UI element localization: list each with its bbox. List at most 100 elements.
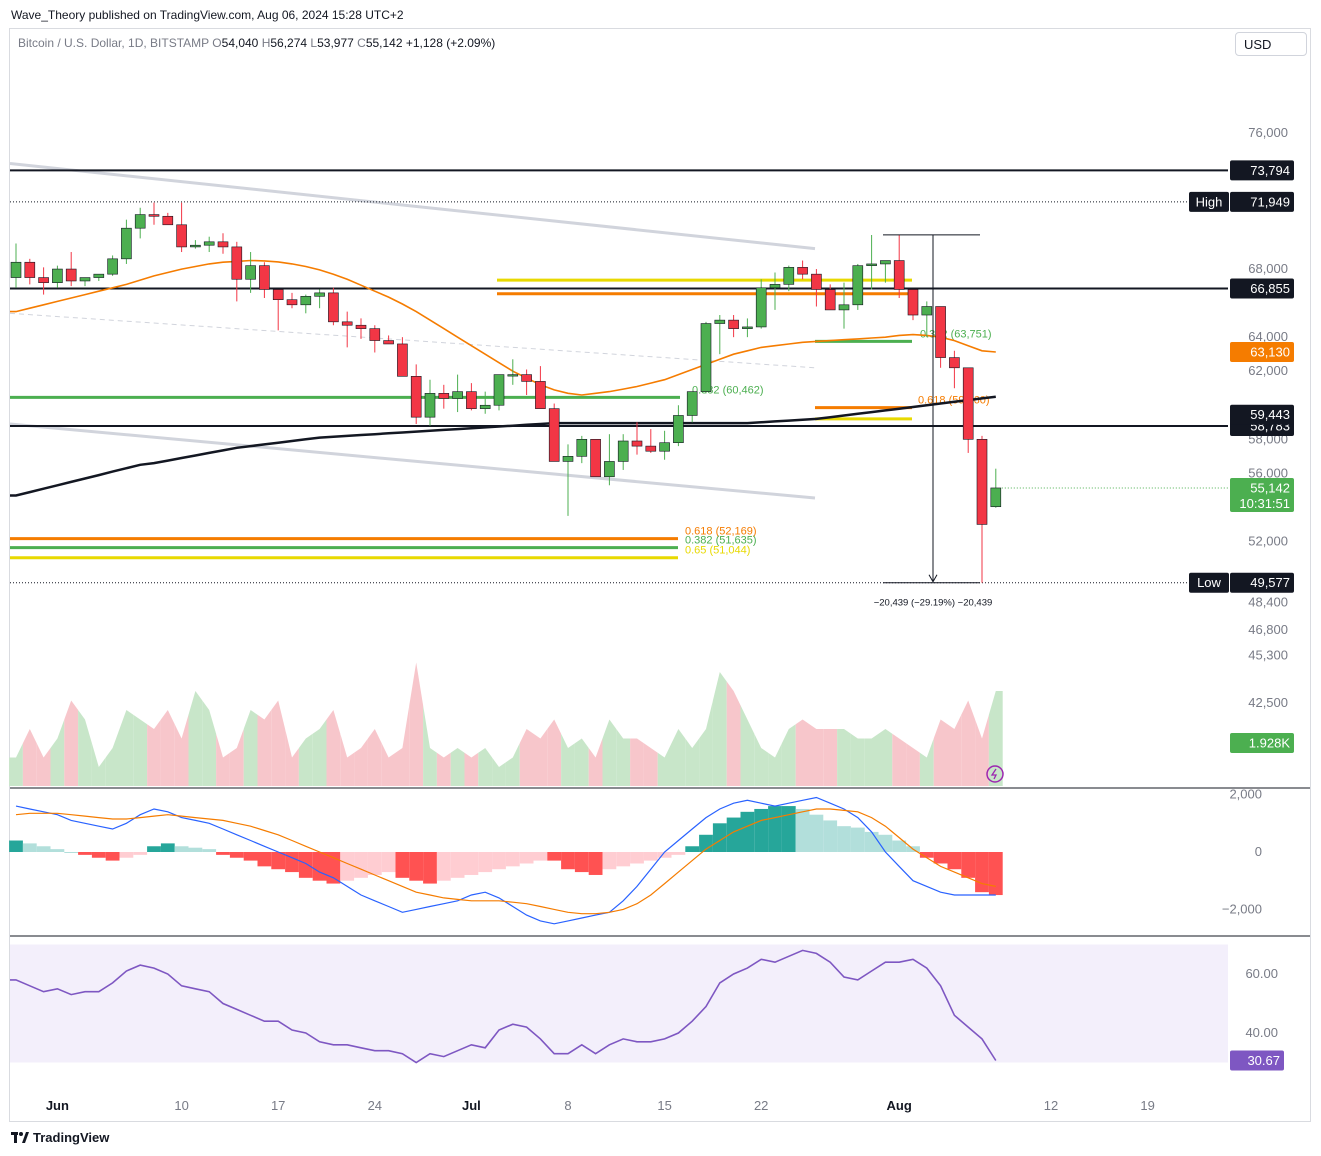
volume-area xyxy=(616,729,631,786)
measure-arrow-head xyxy=(928,574,938,583)
macd-histogram-bar xyxy=(298,852,313,878)
volume-area xyxy=(423,705,437,786)
candle-body xyxy=(107,258,118,275)
candle-body xyxy=(521,374,532,382)
volume-area xyxy=(685,738,700,786)
macd-histogram-bar xyxy=(947,852,962,870)
rsi-axis-tick-0: 60.00 xyxy=(1245,966,1278,981)
volume-area xyxy=(326,710,341,786)
price-badge-2-countdown: 10:31:51 xyxy=(1239,496,1290,511)
candle-body xyxy=(824,289,836,311)
volume-area xyxy=(878,729,893,786)
macd-histogram-bar xyxy=(864,831,879,852)
fib-label-5: 0.382 (63,751) xyxy=(920,328,992,340)
rsi-band xyxy=(10,944,1228,1063)
candle-body xyxy=(231,246,243,280)
time-axis-tick-5: 8 xyxy=(564,1098,571,1113)
level-4-value: 49,577 xyxy=(1250,575,1290,590)
volume-area xyxy=(160,710,175,786)
candle-body xyxy=(880,260,891,265)
candle-body xyxy=(728,319,739,329)
volume-area xyxy=(174,714,189,786)
level-2-value: 66,855 xyxy=(1250,281,1290,296)
candle-body xyxy=(65,268,77,282)
candle-body xyxy=(976,438,988,525)
price-axis-tick-9: 45,300 xyxy=(1248,648,1288,663)
candle-body xyxy=(410,376,422,418)
volume-area xyxy=(492,757,506,786)
volume-area xyxy=(340,733,355,786)
price-badge-1-badge xyxy=(1230,404,1294,425)
time-axis-tick-9: 12 xyxy=(1044,1098,1058,1113)
macd-histogram-bar xyxy=(837,826,851,852)
time-axis-tick-6: 15 xyxy=(657,1098,671,1113)
ohlc-change: +1,128 (+2.09%) xyxy=(405,36,496,50)
candle-body xyxy=(424,393,436,418)
candle-body xyxy=(535,381,546,409)
ohlc-close-label: C xyxy=(357,36,366,50)
volume-area xyxy=(64,700,79,786)
candle-body xyxy=(645,445,657,452)
candle-body xyxy=(203,241,215,246)
candle-body xyxy=(866,263,877,266)
volume-area xyxy=(78,710,92,786)
macd-histogram-bar xyxy=(975,852,989,893)
volume-area xyxy=(91,743,106,786)
candle-body xyxy=(797,267,808,275)
price-axis-tick-1: 68,000 xyxy=(1248,261,1288,276)
time-axis-tick-8: Aug xyxy=(887,1098,912,1113)
candle-body xyxy=(148,214,160,217)
volume-area xyxy=(823,729,838,786)
volume-area xyxy=(726,681,741,786)
rsi-line xyxy=(10,949,997,1064)
brand-footer: TradingView xyxy=(11,1130,109,1145)
macd-histogram-bar xyxy=(133,852,148,855)
volume-area xyxy=(561,733,575,786)
candle-body xyxy=(328,292,339,323)
candle-body xyxy=(631,440,643,447)
ohlc-open-label: O xyxy=(212,36,222,50)
volume-area xyxy=(395,705,410,786)
candle-body xyxy=(314,292,325,297)
measure-label: −20,439 (−29.19%) −20,439 xyxy=(874,598,993,609)
macd-histogram-bar xyxy=(878,834,893,852)
candle-body xyxy=(479,404,491,409)
candle-body xyxy=(466,391,477,409)
price-badge-0-badge xyxy=(1230,341,1294,362)
macd-histogram-bar xyxy=(257,852,272,867)
volume-area xyxy=(147,719,161,786)
candle-body xyxy=(921,306,933,316)
candle-body xyxy=(604,461,615,478)
macd-histogram-bar xyxy=(395,852,410,878)
candle-body xyxy=(700,323,712,392)
macd-histogram-bar xyxy=(243,852,258,861)
time-axis-tick-4: Jul xyxy=(462,1098,481,1113)
macd-histogram-bar xyxy=(505,852,520,867)
time-axis-tick-1: 10 xyxy=(174,1098,188,1113)
macd-histogram-bar xyxy=(588,852,603,875)
volume-area xyxy=(243,710,258,786)
volume-area xyxy=(133,714,148,786)
ma-line-0 xyxy=(10,259,996,396)
candle-body xyxy=(24,261,36,278)
volume-area xyxy=(919,738,934,786)
macd-histogram-bar xyxy=(809,814,824,852)
candle-body xyxy=(438,393,450,399)
volume-area xyxy=(36,743,51,786)
macd-histogram-bar xyxy=(229,852,244,858)
macd-histogram-bar xyxy=(22,843,37,852)
macd-histogram-bar xyxy=(616,852,631,867)
macd-histogram-bar xyxy=(464,852,479,875)
candle-body xyxy=(962,367,974,440)
macd-histogram-bar xyxy=(202,849,217,852)
volume-value: 1.928K xyxy=(1249,736,1291,751)
volume-area xyxy=(216,733,230,786)
candle-body xyxy=(272,289,284,300)
time-axis-tick-10: 19 xyxy=(1140,1098,1154,1113)
level-4-caption-badge xyxy=(1189,572,1229,593)
volume-area xyxy=(588,738,603,786)
macd-histogram-bar xyxy=(340,852,355,881)
volume-area xyxy=(505,743,520,786)
currency-button[interactable]: USD xyxy=(1235,32,1307,56)
